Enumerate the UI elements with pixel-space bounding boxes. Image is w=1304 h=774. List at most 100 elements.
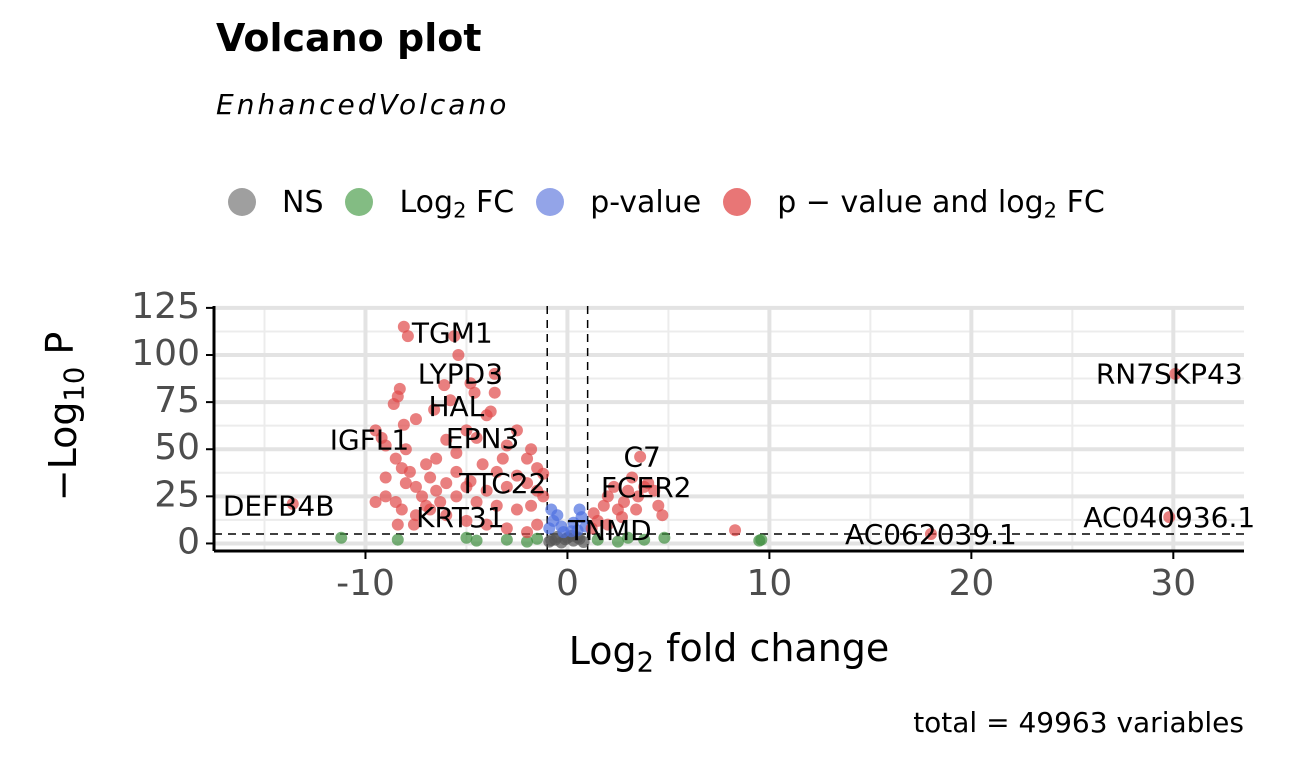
data-point-3 — [632, 490, 645, 503]
data-point-1 — [638, 533, 651, 546]
data-point-3 — [537, 467, 550, 480]
data-point-3 — [434, 496, 447, 508]
data-point-1 — [753, 534, 766, 547]
data-point-3 — [450, 447, 463, 459]
data-point-2 — [545, 503, 558, 516]
data-point-3 — [630, 503, 643, 516]
data-point-3 — [397, 418, 410, 431]
data-point-3 — [440, 509, 453, 522]
x-axis-title: Log2​ fold change — [569, 626, 890, 679]
data-point-3 — [379, 490, 392, 503]
data-point-3 — [488, 386, 501, 399]
legend-item-ns: NS — [228, 185, 323, 220]
y-tick-label: 100 — [131, 333, 200, 374]
data-point-1 — [611, 535, 624, 548]
x-tick-label: 10 — [746, 563, 792, 604]
data-point-3 — [424, 471, 437, 484]
data-point-1 — [622, 531, 635, 544]
data-point-3 — [452, 349, 465, 361]
gene-label: IGFL1 — [330, 424, 409, 457]
data-point-3 — [617, 496, 630, 508]
y-tick-label: 125 — [131, 286, 200, 327]
data-point-3 — [470, 431, 483, 444]
gene-label: LYPD3 — [418, 358, 503, 391]
data-point-3 — [444, 394, 457, 407]
data-point-3 — [510, 469, 523, 482]
gene-label: HAL — [428, 390, 484, 423]
data-point-3 — [420, 458, 433, 471]
legend-swatch — [723, 188, 752, 216]
x-tick-label: 30 — [1150, 563, 1196, 604]
data-point-3 — [537, 490, 550, 503]
gene-label: AC040936.1 — [1083, 501, 1255, 534]
gene-label: AC062039.1 — [845, 518, 1017, 551]
data-point-3 — [395, 503, 408, 516]
gene-label: C7 — [623, 441, 660, 474]
data-point-3 — [652, 499, 665, 512]
legend-label: NS — [282, 184, 324, 220]
legend-item-fc: Log2 FC — [345, 185, 514, 220]
legend: NS Log2 FC p-value p − value and log2 FC — [228, 180, 1127, 224]
data-point-3 — [500, 522, 513, 535]
chart-caption: total = 49963 variables — [913, 706, 1244, 739]
chart-title: Volcano plot — [216, 16, 482, 60]
data-point-3 — [407, 518, 420, 531]
data-point-3 — [1163, 511, 1176, 524]
gene-label: KRT31 — [416, 501, 505, 534]
data-point-2 — [573, 503, 586, 516]
data-point-2 — [565, 525, 578, 538]
data-point-3 — [531, 518, 544, 531]
y-tick-label: 75 — [154, 380, 200, 421]
y-axis-title: −Log10​ P — [38, 332, 91, 502]
gene-label: FCER2 — [601, 471, 692, 504]
data-point-3 — [521, 477, 534, 490]
data-point-1 — [531, 532, 544, 545]
gene-label: TNMD — [567, 514, 652, 547]
data-point-3 — [389, 452, 402, 465]
data-point-3 — [379, 439, 392, 452]
data-point-1 — [521, 535, 534, 548]
data-point-3 — [464, 475, 477, 488]
data-point-3 — [729, 524, 742, 537]
data-point-3 — [1169, 367, 1182, 380]
data-point-3 — [470, 496, 483, 508]
data-point-3 — [634, 450, 647, 463]
x-tick-label: -10 — [336, 563, 395, 604]
data-point-3 — [448, 330, 461, 343]
data-point-3 — [397, 320, 410, 333]
data-point-3 — [597, 499, 610, 512]
data-point-3 — [521, 452, 534, 465]
data-point-3 — [460, 514, 473, 527]
y-tick-label: 50 — [154, 427, 200, 468]
gene-label: RN7SKP43 — [1096, 358, 1243, 391]
legend-swatch — [345, 188, 374, 216]
data-point-3 — [416, 490, 429, 503]
data-point-3 — [430, 452, 443, 465]
data-point-3 — [490, 499, 503, 512]
data-point-3 — [403, 465, 416, 478]
gene-label: TTC22 — [458, 467, 546, 500]
data-point-1 — [658, 531, 671, 544]
data-point-1 — [391, 533, 404, 546]
legend-item-p: p-value — [536, 185, 701, 220]
legend-swatch — [536, 188, 565, 216]
data-point-3 — [601, 518, 614, 531]
data-point-3 — [286, 497, 299, 510]
data-point-3 — [525, 443, 538, 456]
gene-label: TGM1 — [411, 316, 493, 349]
data-point-3 — [468, 386, 481, 399]
data-point-3 — [656, 509, 669, 522]
data-point-3 — [409, 480, 422, 493]
gene-label: DEFB4B — [223, 490, 335, 523]
data-point-3 — [430, 484, 443, 497]
data-point-3 — [607, 480, 620, 493]
data-point-3 — [500, 480, 513, 493]
y-tick-label: 0 — [177, 521, 200, 562]
data-point-3 — [510, 503, 523, 516]
data-point-1 — [470, 534, 483, 547]
data-point-3 — [428, 403, 441, 416]
data-point-3 — [480, 518, 493, 531]
legend-item-fc_p: p − value and log2 FC — [723, 185, 1105, 220]
data-point-3 — [626, 471, 639, 484]
